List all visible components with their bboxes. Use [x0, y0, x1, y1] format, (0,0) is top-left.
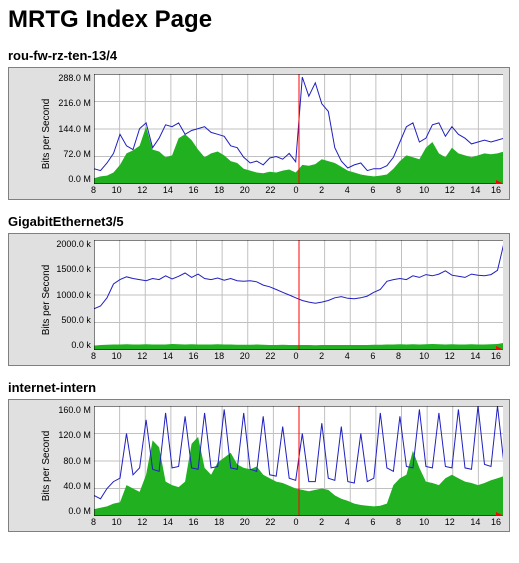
graph-title[interactable]: internet-intern: [8, 380, 511, 395]
x-tick-label: 6: [360, 352, 386, 361]
y-tick-label: 144.0 M: [58, 125, 91, 134]
y-tick-label: 0.0 k: [71, 341, 91, 350]
x-tick-label: 12: [437, 352, 463, 361]
y-tick-label: 0.0 M: [68, 507, 91, 516]
y-tick-label: 72.0 M: [63, 150, 91, 159]
x-ticks: 8101214161820220246810121416: [41, 350, 503, 361]
y-tick-label: 0.0 M: [68, 175, 91, 184]
graph-title[interactable]: rou-fw-rz-ten-13/4: [8, 48, 511, 63]
x-tick-label: 22: [258, 352, 284, 361]
y-tick-label: 80.0 M: [63, 457, 91, 466]
x-tick-label: 22: [258, 518, 284, 527]
graph-frame: Bits per Second160.0 M120.0 M80.0 M40.0 …: [8, 399, 510, 532]
graph-block: rou-fw-rz-ten-13/4 Bits per Second 288.0 M…: [8, 48, 511, 200]
x-tick-label: 2: [309, 518, 335, 527]
graph-frame: Bits per Second 288.0 M 216.0 M 144.0 M 72.0…: [8, 67, 510, 200]
x-tick-label: 12: [437, 186, 463, 195]
x-tick-label: 4: [334, 186, 360, 195]
plot-area: [94, 406, 503, 516]
x-tick-label: 10: [411, 352, 437, 361]
y-tick-label: 1000.0 k: [56, 291, 91, 300]
x-tick-label: 20: [232, 186, 258, 195]
x-tick-label: 8: [91, 518, 104, 527]
graph-frame: Bits per Second2000.0 k1500.0 k1000.0 k5…: [8, 233, 510, 366]
y-tick-label: 120.0 M: [58, 431, 91, 440]
x-tick-label: 18: [206, 518, 232, 527]
graph-title[interactable]: GigabitEthernet3/5: [8, 214, 511, 229]
y-tick-label: 288.0 M: [58, 74, 91, 83]
x-tick-label: 10: [411, 186, 437, 195]
x-tick-label: 18: [206, 186, 232, 195]
y-tick-label: 500.0 k: [61, 316, 91, 325]
x-tick-label: 4: [334, 352, 360, 361]
x-tick-label: 12: [129, 186, 155, 195]
x-tick-label: 20: [232, 352, 258, 361]
x-tick-label: 14: [155, 352, 181, 361]
y-tick-label: 160.0 M: [58, 406, 91, 415]
x-ticks: 8101214161820220246810121416: [41, 516, 503, 527]
page-title: MRTG Index Page: [8, 6, 511, 34]
x-tick-label: 8: [386, 186, 412, 195]
y-tick-label: 40.0 M: [63, 482, 91, 491]
x-tick-label: 8: [386, 352, 412, 361]
x-tick-label: 2: [309, 186, 335, 195]
x-tick-label: 0: [283, 186, 309, 195]
x-tick-label: 12: [129, 518, 155, 527]
x-tick-label: 6: [360, 186, 386, 195]
x-tick-label: 6: [360, 518, 386, 527]
x-tick-label: 18: [206, 352, 232, 361]
y-tick-label: 1500.0 k: [56, 265, 91, 274]
x-tick-label: 8: [91, 186, 104, 195]
x-ticks: 8101214161820220246810121416: [41, 184, 503, 195]
x-tick-label: 20: [232, 518, 258, 527]
x-tick-label: 14: [155, 186, 181, 195]
y-axis-label: Bits per Second: [41, 430, 52, 501]
x-tick-label: 0: [283, 352, 309, 361]
graph-block: GigabitEthernet3/5Bits per Second2000.0 …: [8, 214, 511, 366]
x-tick-label: 16: [488, 518, 501, 527]
x-tick-label: 10: [104, 186, 130, 195]
y-tick-label: 2000.0 k: [56, 240, 91, 249]
x-tick-label: 10: [104, 518, 130, 527]
x-tick-label: 16: [181, 186, 207, 195]
x-tick-label: 0: [283, 518, 309, 527]
x-tick-label: 16: [488, 352, 501, 361]
x-tick-label: 14: [155, 518, 181, 527]
y-axis-label: Bits per Second: [41, 98, 52, 169]
x-tick-label: 2: [309, 352, 335, 361]
x-tick-label: 16: [181, 518, 207, 527]
x-tick-label: 14: [463, 186, 489, 195]
x-tick-label: 8: [386, 518, 412, 527]
x-tick-label: 22: [258, 186, 284, 195]
plot-area: [94, 240, 503, 350]
x-tick-label: 14: [463, 518, 489, 527]
x-tick-label: 4: [334, 518, 360, 527]
y-axis-label: Bits per Second: [41, 264, 52, 335]
x-tick-label: 8: [91, 352, 104, 361]
graph-block: internet-internBits per Second160.0 M120…: [8, 380, 511, 532]
y-tick-label: 216.0 M: [58, 99, 91, 108]
x-tick-label: 14: [463, 352, 489, 361]
x-tick-label: 12: [437, 518, 463, 527]
x-tick-label: 10: [104, 352, 130, 361]
x-tick-label: 10: [411, 518, 437, 527]
x-tick-label: 16: [488, 186, 501, 195]
plot-area: [94, 74, 503, 184]
x-tick-label: 12: [129, 352, 155, 361]
x-tick-label: 16: [181, 352, 207, 361]
